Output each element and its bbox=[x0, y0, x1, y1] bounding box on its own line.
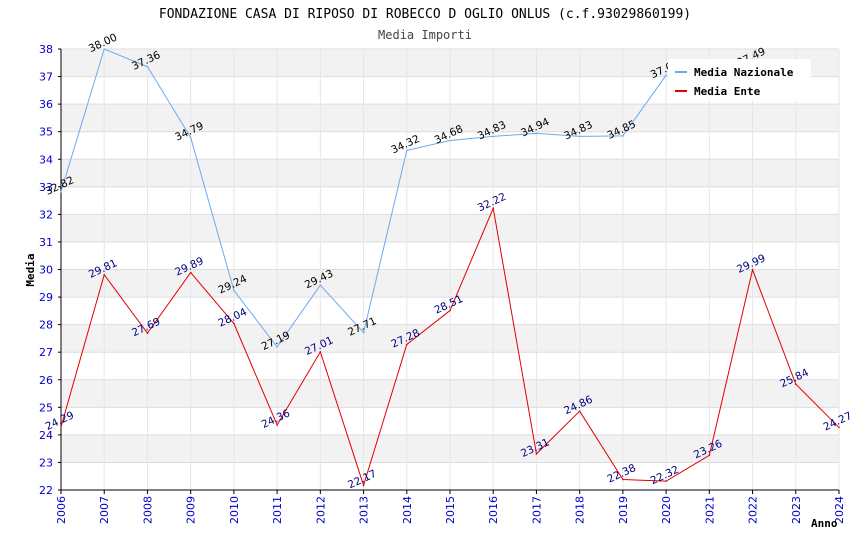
y-axis-ticks: 22 23 24 25 26 27 28 29 30 31 32 33 34 35 36 37 38 bbox=[39, 43, 61, 497]
x-tick-label: 2007 bbox=[98, 496, 111, 524]
data-point-media-ente bbox=[405, 343, 408, 346]
y-axis-label: Media bbox=[24, 253, 37, 286]
data-point-media-nazionale bbox=[622, 135, 624, 137]
data-point-media-nazionale bbox=[405, 149, 408, 152]
data-point-media-nazionale bbox=[103, 48, 106, 50]
data-point-media-nazionale bbox=[449, 139, 451, 142]
data-point-media-ente bbox=[535, 453, 538, 455]
chart-subtitle: Media Importi bbox=[378, 28, 472, 42]
x-tick-label: 2020 bbox=[660, 496, 673, 524]
x-tick-label: 2014 bbox=[401, 496, 414, 524]
y-tick-label: 25 bbox=[39, 401, 53, 414]
y-tick-label: 22 bbox=[39, 484, 53, 497]
legend-entry: Media Ente bbox=[694, 85, 761, 98]
y-tick-label: 38 bbox=[39, 43, 53, 56]
x-tick-label: 2006 bbox=[55, 496, 68, 524]
data-point-media-ente bbox=[146, 332, 149, 334]
data-label-media-ente: 22.32 bbox=[649, 464, 681, 488]
x-tick-label: 2021 bbox=[703, 496, 716, 524]
data-point-media-ente bbox=[838, 426, 840, 429]
x-tick-label: 2023 bbox=[790, 496, 803, 524]
y-tick-label: 30 bbox=[39, 264, 53, 277]
data-point-media-ente bbox=[60, 426, 62, 428]
data-point-media-nazionale bbox=[665, 74, 667, 76]
data-point-media-ente bbox=[103, 273, 106, 276]
legend-entry: Media Nazionale bbox=[694, 66, 794, 79]
x-tick-label: 2012 bbox=[314, 496, 327, 524]
data-point-media-nazionale bbox=[189, 136, 192, 139]
data-label-media-ente: 22.38 bbox=[605, 462, 637, 486]
x-tick-label: 2011 bbox=[271, 496, 284, 524]
x-axis-ticks: 2006 2007 2008 2009 2010 2011 2012 2013 2014 2015… bbox=[55, 490, 846, 524]
x-tick-label: 2015 bbox=[444, 496, 457, 524]
data-point-media-ente bbox=[233, 322, 235, 325]
data-point-media-nazionale bbox=[535, 132, 538, 135]
x-tick-label: 2013 bbox=[358, 496, 371, 524]
y-tick-label: 23 bbox=[39, 456, 53, 469]
y-tick-label: 26 bbox=[39, 374, 53, 387]
data-label-media-ente: 24.27 bbox=[822, 410, 850, 434]
data-point-media-ente bbox=[276, 424, 278, 426]
data-point-media-ente bbox=[492, 207, 495, 210]
x-tick-label: 2024 bbox=[833, 496, 846, 524]
data-point-media-nazionale bbox=[492, 135, 495, 138]
x-tick-label: 2008 bbox=[141, 496, 154, 524]
y-tick-label: 27 bbox=[39, 346, 53, 359]
y-tick-label: 32 bbox=[39, 208, 53, 221]
legend: Media Nazionale Media Ente bbox=[668, 59, 811, 101]
x-tick-label: 2017 bbox=[530, 496, 543, 524]
x-tick-label: 2016 bbox=[487, 496, 500, 524]
y-tick-label: 31 bbox=[39, 236, 53, 249]
data-point-media-nazionale bbox=[319, 284, 322, 287]
y-tick-label: 24 bbox=[39, 429, 53, 442]
data-point-media-ente bbox=[665, 480, 667, 482]
data-point-media-nazionale bbox=[60, 190, 62, 193]
y-tick-label: 34 bbox=[39, 153, 53, 166]
data-point-media-ente bbox=[362, 484, 365, 487]
data-point-media-nazionale bbox=[146, 65, 149, 68]
data-label-media-nazionale: 32.82 bbox=[44, 174, 76, 198]
data-point-media-ente bbox=[319, 351, 322, 353]
x-tick-label: 2022 bbox=[747, 496, 760, 524]
y-tick-label: 28 bbox=[39, 319, 53, 332]
data-label-media-ente: 22.17 bbox=[346, 468, 378, 492]
data-point-media-nazionale bbox=[276, 346, 278, 348]
data-point-media-ente bbox=[622, 478, 624, 481]
legend-box bbox=[668, 59, 811, 101]
chart-title: FONDAZIONE CASA DI RIPOSO DI ROBECCO D O… bbox=[159, 7, 691, 22]
data-point-media-ente bbox=[751, 268, 754, 271]
data-point-media-nazionale bbox=[362, 331, 365, 334]
data-point-media-ente bbox=[449, 309, 451, 312]
data-point-media-ente bbox=[794, 383, 797, 385]
y-tick-label: 37 bbox=[39, 71, 53, 84]
y-tick-label: 29 bbox=[39, 291, 53, 304]
x-tick-label: 2010 bbox=[228, 496, 241, 524]
x-tick-label: 2019 bbox=[617, 496, 630, 524]
y-tick-label: 36 bbox=[39, 98, 53, 111]
x-tick-label: 2018 bbox=[574, 496, 587, 524]
data-label-media-ente: 24.36 bbox=[260, 407, 293, 431]
data-label-media-nazionale: 34.32 bbox=[389, 133, 421, 157]
x-axis-label: Anno bbox=[811, 517, 838, 530]
data-point-media-nazionale bbox=[578, 135, 581, 138]
data-point-media-ente bbox=[189, 271, 192, 274]
data-point-media-nazionale bbox=[233, 289, 235, 292]
data-point-media-ente bbox=[708, 454, 711, 457]
x-tick-label: 2009 bbox=[185, 496, 198, 524]
y-tick-label: 35 bbox=[39, 126, 53, 139]
y-tick-label: 33 bbox=[39, 181, 53, 194]
series-group bbox=[60, 48, 840, 487]
data-point-media-ente bbox=[578, 410, 581, 412]
